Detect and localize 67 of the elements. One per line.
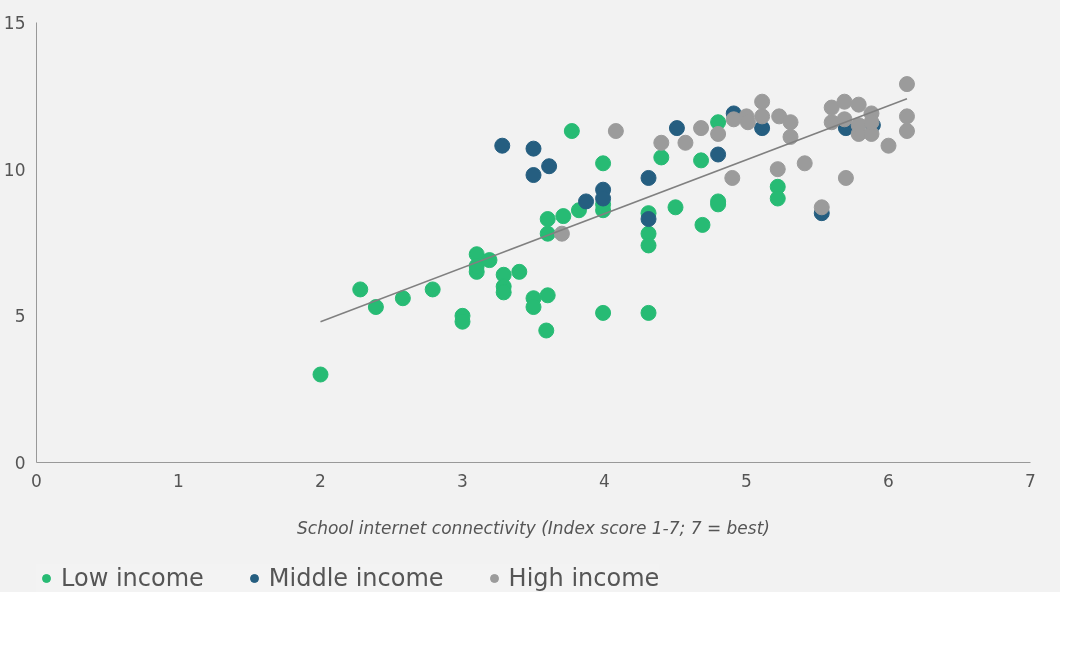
point (898, 76, 915, 93)
legend-label: Low income (61, 564, 204, 592)
point (595, 155, 612, 172)
point (640, 304, 657, 321)
point (525, 167, 542, 184)
y-tick-label: 5 (14, 306, 26, 327)
point (312, 366, 329, 383)
point (668, 120, 685, 137)
point (555, 208, 572, 225)
x-tick-label: 1 (173, 470, 184, 491)
point (769, 161, 786, 178)
point (693, 152, 710, 169)
point (710, 125, 727, 142)
point (539, 211, 556, 228)
point (880, 137, 897, 154)
point (424, 281, 441, 298)
legend-label: High income (508, 564, 660, 592)
point (796, 155, 813, 172)
x-tick-label: 5 (741, 470, 752, 491)
point (640, 237, 657, 254)
point (769, 190, 786, 207)
legend-label: Middle income (268, 564, 444, 592)
point (595, 304, 612, 321)
x-tick-label: 6 (883, 470, 894, 491)
point (754, 108, 771, 125)
point (525, 140, 542, 157)
point (782, 114, 799, 131)
point (578, 193, 595, 210)
point (494, 137, 511, 154)
y-tick-label: 0 (14, 453, 26, 473)
point (538, 322, 555, 339)
point (754, 93, 771, 110)
y-tick-label: 10 (3, 159, 26, 180)
point (539, 287, 556, 304)
point (725, 111, 742, 128)
x-tick-label: 0 (31, 470, 42, 491)
point (640, 169, 657, 186)
x-tick-label: 7 (1025, 470, 1036, 491)
point (898, 108, 915, 125)
point (850, 96, 867, 113)
point (710, 146, 727, 163)
point (367, 299, 384, 316)
x-tick-label: 3 (457, 470, 468, 491)
point (694, 216, 711, 233)
point (352, 281, 369, 298)
point (898, 123, 915, 140)
point (640, 211, 657, 228)
point (607, 123, 624, 140)
point (541, 158, 558, 175)
point (782, 128, 799, 145)
x-tick-label: 4 (599, 470, 610, 491)
point (394, 290, 411, 307)
x-tick-label: 2 (315, 470, 326, 491)
point (693, 120, 710, 137)
point (724, 169, 741, 186)
point (837, 169, 854, 186)
y-tick-label: 15 (3, 13, 26, 33)
point (823, 99, 840, 116)
point (653, 149, 670, 166)
point (511, 263, 528, 280)
point (653, 134, 670, 151)
point (836, 93, 853, 110)
point (563, 123, 580, 140)
point (667, 199, 684, 216)
x-axis-title: School internet connectivity (Index score 1-7; 7 = best) (297, 517, 770, 538)
point (677, 134, 694, 151)
point (813, 199, 830, 216)
